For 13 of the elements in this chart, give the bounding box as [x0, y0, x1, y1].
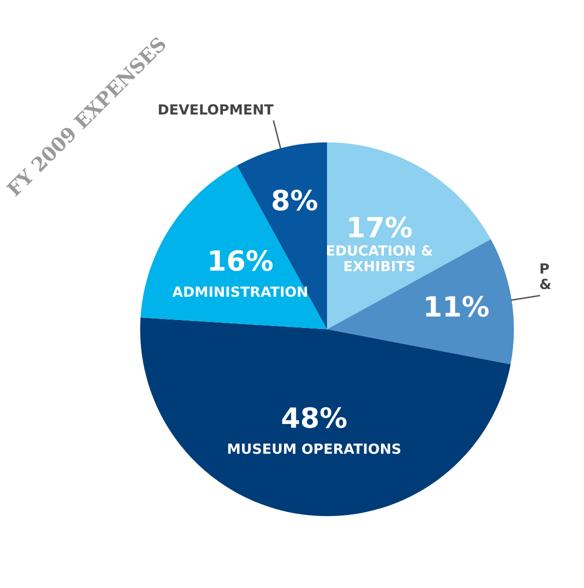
slice-label: MUSEUM OPERATIONS: [228, 443, 400, 454]
data-label: 16%: [210, 250, 273, 272]
data-label: 17%: [349, 216, 412, 238]
data-label: 11%: [426, 296, 489, 317]
pie-slice: [140, 166, 328, 330]
slice-label: EDUCATION & EXHIBITS: [327, 245, 432, 272]
pie-slice: [140, 318, 511, 516]
data-label: 48%: [282, 407, 347, 428]
slice-label: ADMINISTRATION: [172, 286, 307, 297]
data-label: 8%: [272, 190, 318, 211]
pie-slice: [327, 142, 491, 330]
pie-slice: [327, 239, 514, 364]
slice-label: P &: [540, 263, 551, 290]
